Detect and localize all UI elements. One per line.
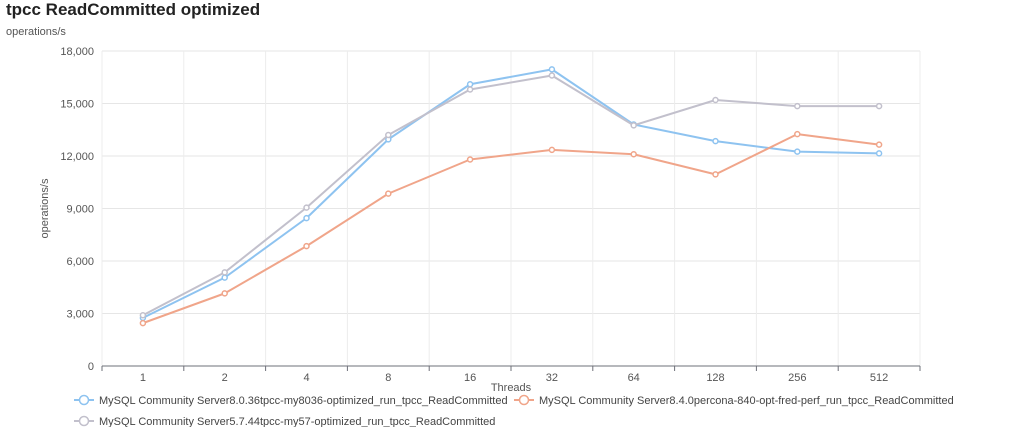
y-tick-label: 6,000 bbox=[66, 256, 94, 268]
data-point[interactable] bbox=[303, 204, 310, 211]
data-point[interactable] bbox=[548, 146, 556, 154]
y-tick-label: 12,000 bbox=[60, 151, 94, 163]
legend-circle-marker bbox=[78, 415, 90, 427]
data-point[interactable] bbox=[221, 269, 228, 276]
data-point[interactable] bbox=[385, 190, 392, 197]
data-point[interactable] bbox=[139, 312, 147, 319]
data-point[interactable] bbox=[548, 72, 556, 79]
series-2 bbox=[139, 130, 883, 327]
x-tick-label: 8 bbox=[385, 372, 391, 384]
data-point[interactable] bbox=[303, 214, 310, 222]
y-tick-label: 3,000 bbox=[66, 309, 94, 321]
x-tick-label: 64 bbox=[628, 372, 640, 384]
data-point[interactable] bbox=[712, 96, 719, 104]
data-point[interactable] bbox=[385, 131, 392, 139]
data-point[interactable] bbox=[548, 66, 556, 73]
data-point[interactable] bbox=[794, 130, 801, 138]
data-point[interactable] bbox=[875, 150, 883, 157]
grid-lines bbox=[101, 50, 921, 366]
y-tick-label: 18,000 bbox=[60, 46, 94, 58]
x-tick-label: 256 bbox=[788, 372, 806, 384]
data-point[interactable] bbox=[221, 274, 228, 281]
data-point[interactable] bbox=[221, 290, 228, 297]
legend-label: MySQL Community Server8.4.0percona-840-o… bbox=[539, 395, 954, 407]
axes: 0 3,000 6,000 9,000 12,000 15,000 18,000 1 2 4 8 16… bbox=[39, 46, 921, 394]
legend-circle-marker bbox=[518, 394, 530, 406]
series-line bbox=[142, 74, 880, 317]
x-tick-label: 512 bbox=[870, 372, 888, 384]
x-tick-label: 128 bbox=[706, 372, 724, 384]
data-point[interactable] bbox=[794, 148, 801, 155]
x-axis-title: Threads bbox=[491, 382, 532, 394]
legend-label: MySQL Community Server8.0.36tpcc-my8036-… bbox=[99, 395, 508, 407]
y-tick-label: 0 bbox=[88, 361, 94, 373]
legend[interactable]: MySQL Community Server8.0.36tpcc-my8036-… bbox=[74, 394, 954, 427]
legend-item-3[interactable]: MySQL Community Server5.7.44tpcc-my57-op… bbox=[74, 415, 495, 427]
data-point[interactable] bbox=[466, 86, 474, 93]
y-axis-title: operations/s bbox=[39, 178, 51, 238]
x-tick-label: 2 bbox=[222, 372, 228, 384]
series-layer bbox=[139, 66, 883, 327]
data-point[interactable] bbox=[139, 319, 147, 327]
x-tick-label: 1 bbox=[140, 372, 146, 384]
x-tick-label: 32 bbox=[546, 372, 558, 384]
page-title: tpcc ReadCommitted optimized bbox=[6, 0, 261, 19]
data-point[interactable] bbox=[630, 151, 637, 158]
y-tick-label: 9,000 bbox=[66, 204, 94, 216]
y-tick-label: 15,000 bbox=[60, 99, 94, 111]
series-3 bbox=[139, 72, 883, 319]
data-point[interactable] bbox=[712, 171, 719, 178]
data-point[interactable] bbox=[875, 141, 883, 148]
page-subtitle: operations/s bbox=[6, 26, 66, 38]
data-point[interactable] bbox=[630, 122, 637, 129]
legend-circle-marker bbox=[78, 394, 90, 406]
data-point[interactable] bbox=[875, 102, 883, 110]
series-line bbox=[142, 133, 880, 325]
legend-item-1[interactable]: MySQL Community Server8.0.36tpcc-my8036-… bbox=[74, 394, 508, 407]
legend-label: MySQL Community Server5.7.44tpcc-my57-op… bbox=[99, 416, 495, 427]
data-point[interactable] bbox=[466, 81, 474, 88]
series-line bbox=[142, 68, 880, 319]
x-tick-label: 16 bbox=[464, 372, 476, 384]
legend-item-2[interactable]: MySQL Community Server8.4.0percona-840-o… bbox=[514, 394, 954, 407]
x-tick-label: 4 bbox=[303, 372, 309, 384]
data-point[interactable] bbox=[466, 156, 474, 163]
data-point[interactable] bbox=[712, 137, 719, 145]
data-point[interactable] bbox=[794, 102, 801, 110]
data-point[interactable] bbox=[303, 242, 310, 250]
